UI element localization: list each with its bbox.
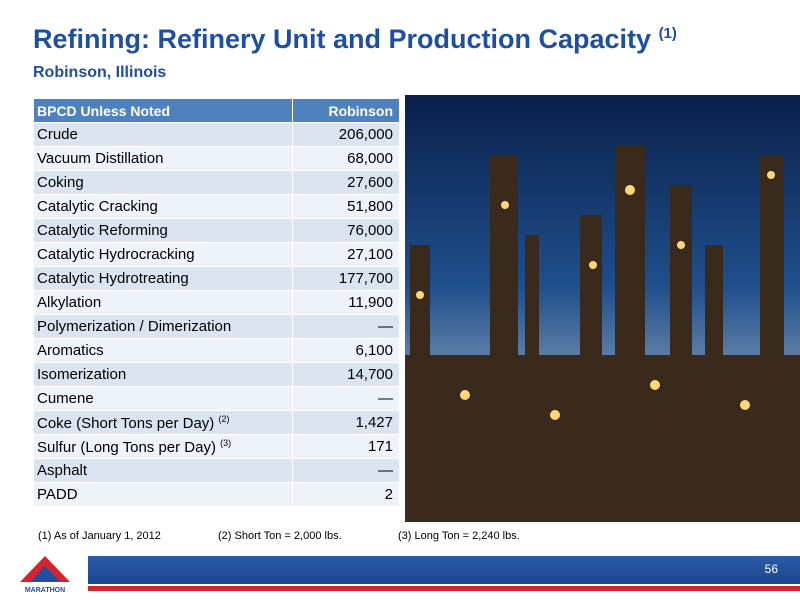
- plant-base: [405, 355, 800, 522]
- row-label: Asphalt: [37, 462, 88, 479]
- light: [740, 400, 750, 410]
- table-row: Catalytic Hydrotreating 177,700: [33, 266, 400, 291]
- row-label-cell: Cumene: [33, 386, 293, 411]
- row-value: 6,100: [292, 338, 400, 363]
- column-header: Robinson: [292, 98, 400, 123]
- table-row: PADD 2: [33, 482, 400, 507]
- table-row: Catalytic Cracking 51,800: [33, 194, 400, 219]
- row-label-cell: PADD: [33, 482, 293, 507]
- row-note: (2): [218, 413, 230, 424]
- light: [589, 261, 597, 269]
- row-label: PADD: [37, 486, 78, 503]
- table-row: Alkylation 11,900: [33, 290, 400, 315]
- row-label: Polymerization / Dimerization: [37, 318, 232, 335]
- row-value: 27,600: [292, 170, 400, 195]
- logo: MARATHON: [20, 556, 70, 594]
- subtitle: Robinson, Illinois: [33, 64, 167, 81]
- row-value: 14,700: [292, 362, 400, 387]
- row-label-cell: Aromatics: [33, 338, 293, 363]
- row-label-cell: Catalytic Hydrotreating: [33, 266, 293, 291]
- table-row: Coking 27,600: [33, 170, 400, 195]
- row-label: Vacuum Distillation: [37, 150, 164, 167]
- row-note: (3): [220, 437, 232, 448]
- row-label-cell: Isomerization: [33, 362, 293, 387]
- footer-stripe: [88, 586, 800, 591]
- row-value: 68,000: [292, 146, 400, 171]
- logo-shape: [30, 566, 60, 582]
- light: [625, 185, 635, 195]
- row-label-cell: Catalytic Hydrocracking: [33, 242, 293, 267]
- page-number: 56: [764, 562, 778, 576]
- row-value: 2: [292, 482, 400, 507]
- title-note: (1): [658, 25, 677, 42]
- table-row: Polymerization / Dimerization —: [33, 314, 400, 339]
- row-label: Catalytic Cracking: [37, 198, 158, 215]
- row-value: 1,427: [292, 410, 400, 435]
- row-label: Sulfur (Long Tons per Day): [37, 438, 216, 456]
- row-label-cell: Sulfur (Long Tons per Day) (3): [33, 434, 293, 459]
- footer-bar: [88, 556, 800, 584]
- row-value: 51,800: [292, 194, 400, 219]
- row-value: 171: [292, 434, 400, 459]
- table-row: Sulfur (Long Tons per Day) (3) 171: [33, 434, 400, 459]
- row-label: Aromatics: [37, 342, 104, 359]
- row-label-cell: Polymerization / Dimerization: [33, 314, 293, 339]
- light: [650, 380, 660, 390]
- row-value: 11,900: [292, 290, 400, 315]
- row-label: Crude: [37, 126, 78, 143]
- table-row: Catalytic Reforming 76,000: [33, 218, 400, 243]
- row-label-cell: Catalytic Reforming: [33, 218, 293, 243]
- row-value: 76,000: [292, 218, 400, 243]
- row-label-cell: Alkylation: [33, 290, 293, 315]
- light: [767, 171, 775, 179]
- row-value: —: [292, 314, 400, 339]
- row-value: —: [292, 386, 400, 411]
- row-label: Alkylation: [37, 294, 102, 311]
- table-body: Crude 206,000 Vacuum Distillation 68,000 Cok…: [33, 122, 400, 507]
- row-value: 206,000: [292, 122, 400, 147]
- row-label-cell: Coking: [33, 170, 293, 195]
- table-row: Isomerization 14,700: [33, 362, 400, 387]
- footnote: (1) As of January 1, 2012: [38, 530, 161, 542]
- table-row: Catalytic Hydrocracking 27,100: [33, 242, 400, 267]
- table-row: Vacuum Distillation 68,000: [33, 146, 400, 171]
- table-row: Coke (Short Tons per Day) (2) 1,427: [33, 410, 400, 435]
- row-label: Catalytic Hydrotreating: [37, 270, 189, 287]
- light: [416, 291, 424, 299]
- table-row: Crude 206,000: [33, 122, 400, 147]
- header-row: BPCD Unless Noted Robinson: [33, 98, 400, 123]
- table-row: Aromatics 6,100: [33, 338, 400, 363]
- row-label: Catalytic Hydrocracking: [37, 246, 195, 263]
- column-header: BPCD Unless Noted: [33, 98, 293, 123]
- row-label: Catalytic Reforming: [37, 222, 168, 239]
- footnote: (3) Long Ton = 2,240 lbs.: [398, 530, 520, 542]
- row-label: Cumene: [37, 390, 94, 407]
- table-row: Cumene —: [33, 386, 400, 411]
- footnote: (2) Short Ton = 2,000 lbs.: [218, 530, 342, 542]
- row-value: 27,100: [292, 242, 400, 267]
- row-label-cell: Coke (Short Tons per Day) (2): [33, 410, 293, 435]
- row-label: Isomerization: [37, 366, 127, 383]
- row-label-cell: Asphalt: [33, 458, 293, 483]
- row-value: 177,700: [292, 266, 400, 291]
- light: [550, 410, 560, 420]
- refinery-photo: [405, 95, 800, 522]
- light: [677, 241, 685, 249]
- row-label-cell: Catalytic Cracking: [33, 194, 293, 219]
- row-label-cell: Vacuum Distillation: [33, 146, 293, 171]
- towers: [405, 145, 800, 522]
- title: Refining: Refinery Unit and Production C…: [33, 24, 677, 55]
- logo-text: MARATHON: [25, 587, 65, 594]
- lights: [416, 171, 775, 420]
- row-label: Coking: [37, 174, 84, 191]
- row-value: —: [292, 458, 400, 483]
- capacity-table: BPCD Unless Noted Robinson Crude 206,000 V…: [33, 98, 400, 507]
- light: [501, 201, 509, 209]
- row-label-cell: Crude: [33, 122, 293, 147]
- table-row: Asphalt —: [33, 458, 400, 483]
- row-label: Coke (Short Tons per Day): [37, 414, 215, 432]
- title-text: Refining: Refinery Unit and Production C…: [33, 24, 652, 54]
- light: [460, 390, 470, 400]
